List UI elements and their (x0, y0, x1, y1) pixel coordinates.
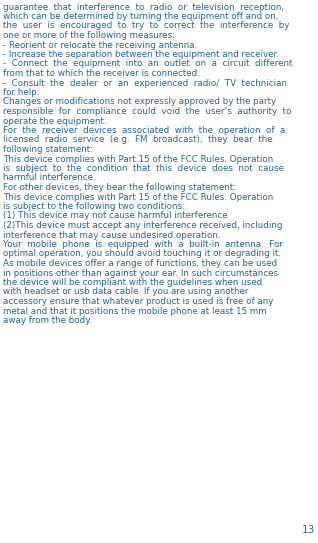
Text: -  Connect  the  equipment  into  an  outlet  on  a  circuit  different: - Connect the equipment into an outlet o… (3, 60, 292, 68)
Text: (2)This device must accept any interference received, including: (2)This device must accept any interfere… (3, 221, 282, 230)
Text: metal and that it positions the mobile phone at least 15 mm: metal and that it positions the mobile p… (3, 306, 266, 315)
Text: Your  mobile  phone  is  equipped  with  a  built-in  antenna.  For: Your mobile phone is equipped with a bui… (3, 240, 283, 249)
Text: This device complies with Part 15 of the FCC Rules. Operation: This device complies with Part 15 of the… (3, 193, 273, 201)
Text: -  Consult  the  dealer  or  an  experienced  radio/  TV  technician: - Consult the dealer or an experienced r… (3, 79, 287, 87)
Text: As mobile devices offer a range of functions, they can be used: As mobile devices offer a range of funct… (3, 259, 277, 268)
Text: accessory ensure that whatever product is used is free of any: accessory ensure that whatever product i… (3, 297, 273, 306)
Text: the device will be compliant with the guidelines when used: the device will be compliant with the gu… (3, 278, 262, 287)
Text: (1) This device may not cause harmful interference: (1) This device may not cause harmful in… (3, 212, 228, 220)
Text: is subject to the following two conditions:: is subject to the following two conditio… (3, 202, 185, 211)
Text: operate the equipment.: operate the equipment. (3, 117, 107, 125)
Text: interference that may cause undesired operation.: interference that may cause undesired op… (3, 230, 220, 239)
Text: one or more of the following measures:: one or more of the following measures: (3, 31, 175, 40)
Text: optimal operation, you should avoid touching it or degrading it.: optimal operation, you should avoid touc… (3, 249, 281, 258)
Text: - Increase the separation between the equipment and receiver.: - Increase the separation between the eq… (3, 50, 279, 59)
Text: 13: 13 (302, 525, 315, 535)
Text: This device complies with Part 15 of the FCC Rules. Operation: This device complies with Part 15 of the… (3, 155, 273, 163)
Text: - Reorient or relocate the receiving antenna.: - Reorient or relocate the receiving ant… (3, 41, 197, 49)
Text: responsible  for  compliance  could  void  the  user’s  authority  to: responsible for compliance could void th… (3, 107, 291, 116)
Text: harmful interference.: harmful interference. (3, 174, 96, 182)
Text: which can be determined by turning the equipment off and on,: which can be determined by turning the e… (3, 12, 278, 21)
Text: licensed  radio  service  (e.g.  FM  broadcast),  they  bear  the: licensed radio service (e.g. FM broadcas… (3, 136, 273, 144)
Text: from that to which the receiver is connected.: from that to which the receiver is conne… (3, 69, 200, 78)
Text: For other devices, they bear the following statement:: For other devices, they bear the followi… (3, 183, 236, 192)
Text: following statement:: following statement: (3, 145, 93, 154)
Text: away from the body.: away from the body. (3, 316, 92, 325)
Text: in positions other than against your ear. In such circumstances: in positions other than against your ear… (3, 268, 278, 277)
Text: the  user  is  encouraged  to  try  to  correct  the  interference  by: the user is encouraged to try to correct… (3, 22, 289, 30)
Text: for help.: for help. (3, 88, 39, 97)
Text: is  subject  to  the  condition  that  this  device  does  not  cause: is subject to the condition that this de… (3, 164, 284, 173)
Text: with headset or usb data cable. If you are using another: with headset or usb data cable. If you a… (3, 287, 248, 296)
Text: guarantee  that  interference  to  radio  or  television  reception,: guarantee that interference to radio or … (3, 3, 284, 11)
Text: Changes or modifications not expressly approved by the party: Changes or modifications not expressly a… (3, 98, 276, 106)
Text: For  the  receiver  devices  associated  with  the  operation  of  a: For the receiver devices associated with… (3, 126, 285, 135)
